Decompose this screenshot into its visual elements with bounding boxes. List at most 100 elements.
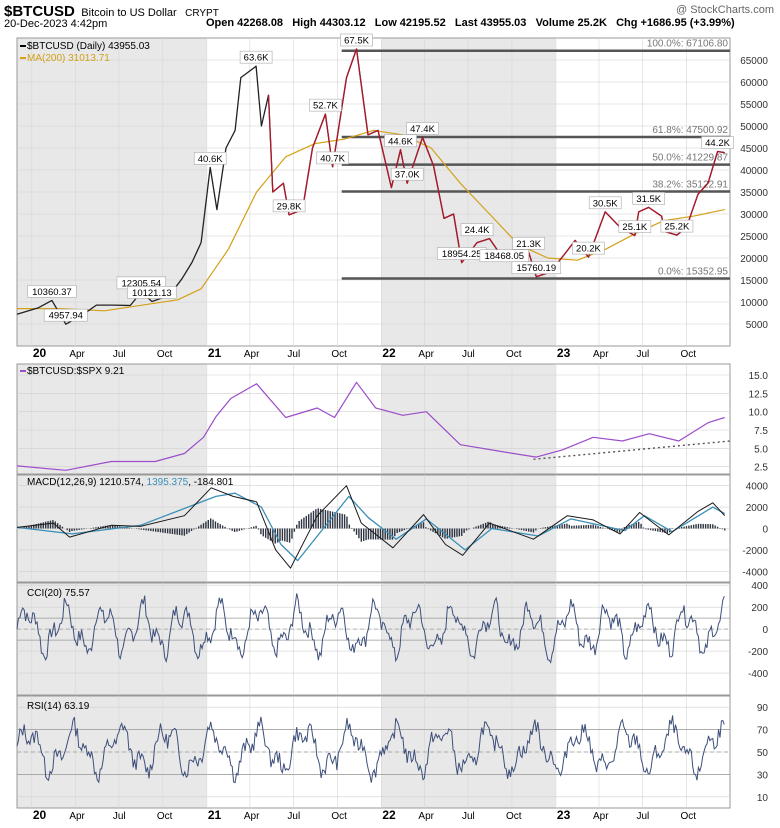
macd-histogram-bar	[709, 524, 712, 529]
x-tick-label: Oct	[680, 811, 696, 822]
macd-histogram-bar	[568, 524, 571, 529]
x-tick-label: Jul	[636, 811, 649, 822]
macd-histogram-bar	[690, 525, 692, 529]
x-tick-label: 20	[33, 346, 47, 360]
y-tick-label: 65000	[740, 56, 768, 67]
x-tick-label: 23	[557, 808, 571, 822]
macd-histogram-bar	[217, 522, 219, 529]
macd-histogram-bar	[355, 528, 358, 535]
legend-macd-hist: , -184.801	[188, 477, 233, 488]
macd-histogram-bar	[551, 526, 554, 529]
macd-histogram-bar	[181, 528, 183, 536]
x-tick-label: Jul	[113, 349, 126, 360]
macd-histogram-bar	[425, 527, 427, 529]
macd-histogram-bar	[475, 526, 477, 529]
price-point-label: 29.8K	[277, 201, 302, 212]
price-point-label: 37.0K	[395, 170, 420, 181]
macd-histogram-bar	[692, 524, 695, 529]
macd-histogram-bar	[250, 527, 253, 529]
macd-histogram-bar	[190, 528, 193, 531]
macd-histogram-bar	[616, 528, 618, 532]
macd-histogram-bar	[697, 523, 700, 529]
macd-histogram-bar	[496, 525, 499, 529]
macd-histogram-bar	[35, 524, 37, 529]
macd-histogram-bar	[406, 528, 408, 530]
x-tick-label: Apr	[244, 349, 260, 360]
macd-histogram-bar	[221, 525, 224, 529]
macd-histogram-bar	[319, 508, 322, 529]
macd-histogram-bar	[169, 528, 171, 534]
macd-histogram-bar	[640, 523, 642, 529]
macd-histogram-bar	[396, 528, 398, 534]
macd-histogram-bar	[152, 528, 154, 532]
macd-histogram-bar	[200, 524, 202, 529]
macd-histogram-bar	[606, 528, 609, 530]
macd-histogram-bar	[296, 524, 298, 529]
y-tick-label: 90	[757, 703, 769, 714]
y-tick-label: 15.0	[749, 371, 769, 382]
macd-histogram-bar	[147, 528, 150, 531]
macd-histogram-bar	[707, 524, 709, 529]
macd-histogram-bar	[704, 524, 707, 529]
y-tick-label: 400	[751, 581, 768, 592]
y-tick-label: 2.5	[754, 463, 768, 474]
macd-histogram-bar	[260, 528, 262, 535]
macd-histogram-bar	[274, 528, 276, 544]
price-point-label: 44.2K	[705, 138, 730, 149]
macd-histogram-bar	[214, 521, 217, 529]
y-tick-label: 2000	[746, 503, 769, 514]
macd-histogram-bar	[683, 526, 685, 529]
x-tick-label: Apr	[593, 811, 609, 822]
ratio-line	[16, 381, 725, 471]
price-label-box	[406, 122, 439, 135]
macd-histogram-bar	[73, 528, 76, 531]
x-tick-label: Jul	[287, 811, 300, 822]
x-tick-label: Jul	[113, 811, 126, 822]
macd-histogram-bar	[441, 528, 444, 538]
symbol: $BTCUSD	[4, 3, 75, 20]
macd-histogram-bar	[267, 528, 269, 540]
macd-histogram-bar	[99, 526, 102, 529]
macd-histogram-bar	[312, 510, 315, 529]
exchange: CRYPT	[185, 8, 219, 19]
macd-histogram-bar	[532, 528, 535, 533]
x-tick-label: 22	[382, 808, 396, 822]
macd-histogram-bar	[128, 527, 131, 529]
macd-histogram-bar	[480, 524, 482, 529]
macd-histogram-bar	[116, 525, 119, 529]
price-point-label: 10360.37	[32, 287, 72, 298]
macd-histogram-bar	[449, 528, 451, 539]
price-point-label: 12305.54	[122, 278, 162, 289]
price-label-box	[340, 33, 373, 47]
macd-histogram-bar	[702, 523, 704, 529]
macd-histogram-bar	[95, 527, 97, 529]
price-point-label: 15760.19	[517, 263, 557, 274]
macd-histogram-bar	[417, 524, 420, 529]
macd-histogram-bar	[281, 528, 284, 541]
price-point-label: 52.7K	[313, 101, 338, 112]
macd-histogram-bar	[33, 524, 35, 529]
price-point-label: 24.4K	[465, 225, 490, 236]
year-shade-ratio	[17, 364, 207, 474]
price-label-box	[512, 236, 545, 250]
macd-histogram-bar	[25, 526, 28, 529]
macd-histogram-bar	[477, 525, 480, 529]
macd-histogram-bar	[439, 528, 441, 536]
macd-histogram-bar	[83, 528, 85, 530]
symbol-name: Bitcoin to US Dollar	[81, 7, 177, 19]
macd-histogram-bar	[279, 528, 281, 541]
x-tick-label: 21	[208, 808, 222, 822]
macd-histogram-bar	[724, 528, 726, 531]
y-tick-label: -400	[748, 669, 768, 680]
price-label-box	[309, 98, 342, 112]
y-tick-label: 45000	[740, 144, 768, 155]
macd-histogram-bar	[300, 519, 303, 529]
price-point-label: 18954.25	[442, 249, 482, 260]
macd-histogram-bar	[269, 528, 272, 541]
macd-histogram-bar	[647, 528, 649, 530]
x-tick-label: Oct	[157, 811, 173, 822]
macd-histogram-bar	[575, 525, 578, 529]
macd-histogram-bar	[288, 528, 291, 543]
macd-histogram-bar	[630, 524, 633, 529]
